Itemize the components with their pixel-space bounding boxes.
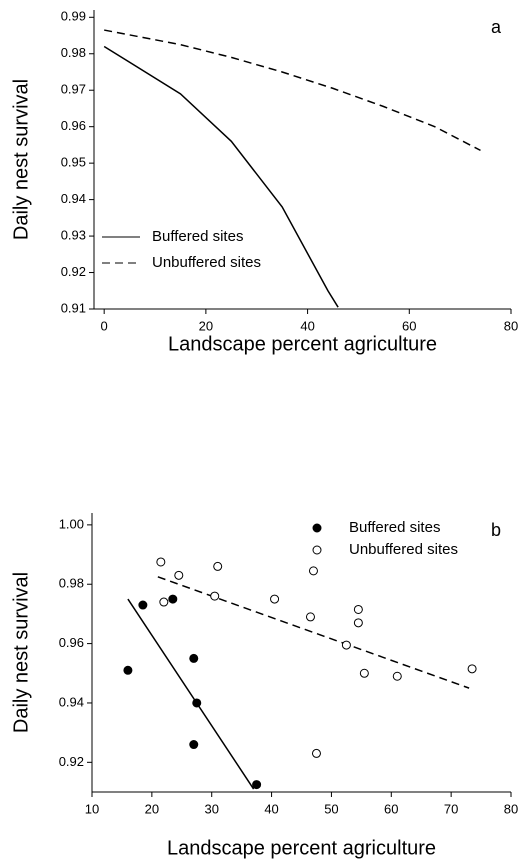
y-tick-label: 0.96 bbox=[61, 118, 86, 133]
y-tick-label: 0.96 bbox=[59, 635, 84, 650]
point bbox=[359, 668, 369, 678]
point bbox=[210, 591, 220, 601]
point bbox=[467, 664, 477, 674]
panel-label: a bbox=[491, 17, 502, 37]
fit-line bbox=[127, 598, 255, 790]
x-tick-label: 20 bbox=[199, 318, 213, 333]
point bbox=[159, 597, 169, 607]
x-tick-label: 60 bbox=[384, 801, 398, 816]
x-tick-label: 20 bbox=[145, 801, 159, 816]
point bbox=[252, 780, 262, 790]
x-tick-label: 30 bbox=[204, 801, 218, 816]
point bbox=[308, 566, 318, 576]
y-tick-label: 0.94 bbox=[61, 191, 86, 206]
y-tick-label: 0.97 bbox=[61, 82, 86, 97]
point bbox=[311, 748, 321, 758]
x-tick-label: 60 bbox=[402, 318, 416, 333]
point bbox=[192, 698, 202, 708]
point bbox=[156, 557, 166, 567]
x-tick-label: 0 bbox=[101, 318, 108, 333]
legend-label: Unbuffered sites bbox=[349, 541, 458, 558]
x-tick-label: 80 bbox=[504, 801, 518, 816]
y-axis-title: Daily nest survival bbox=[10, 79, 32, 240]
x-axis-title: Landscape percent agriculture bbox=[168, 333, 437, 355]
x-tick-label: 40 bbox=[264, 801, 278, 816]
y-tick-label: 0.99 bbox=[61, 9, 86, 24]
series-line bbox=[104, 29, 481, 152]
y-tick-label: 0.92 bbox=[59, 754, 84, 769]
point bbox=[174, 570, 184, 580]
point bbox=[168, 594, 178, 604]
x-tick-label: 80 bbox=[504, 318, 518, 333]
y-axis-title: Daily nest survival bbox=[10, 572, 32, 733]
fit-line bbox=[157, 576, 470, 689]
x-tick-label: 50 bbox=[324, 801, 338, 816]
point bbox=[189, 740, 199, 750]
y-tick-label: 0.91 bbox=[61, 300, 86, 315]
point bbox=[123, 665, 133, 675]
point bbox=[305, 612, 315, 622]
legend-marker bbox=[312, 545, 322, 555]
legend-label: Buffered sites bbox=[152, 228, 243, 245]
legend-label: Unbuffered sites bbox=[152, 254, 261, 271]
point bbox=[353, 618, 363, 628]
y-tick-label: 0.98 bbox=[59, 576, 84, 591]
point bbox=[392, 671, 402, 681]
y-tick-label: 0.92 bbox=[61, 264, 86, 279]
x-tick-label: 40 bbox=[300, 318, 314, 333]
panel-label: b bbox=[491, 520, 501, 540]
point bbox=[353, 604, 363, 614]
y-tick-label: 0.94 bbox=[59, 694, 84, 709]
point bbox=[341, 640, 351, 650]
point bbox=[270, 594, 280, 604]
point bbox=[189, 653, 199, 663]
y-tick-label: 0.98 bbox=[61, 45, 86, 60]
y-tick-label: 0.93 bbox=[61, 228, 86, 243]
point bbox=[138, 600, 148, 610]
series-line bbox=[103, 45, 339, 308]
x-axis-title: Landscape percent agriculture bbox=[167, 837, 436, 859]
legend-label: Buffered sites bbox=[349, 519, 440, 536]
point bbox=[213, 561, 223, 571]
y-tick-label: 1.00 bbox=[59, 516, 84, 531]
x-tick-label: 10 bbox=[85, 801, 99, 816]
y-tick-label: 0.95 bbox=[61, 155, 86, 170]
x-tick-label: 70 bbox=[444, 801, 458, 816]
legend-marker bbox=[312, 523, 322, 533]
